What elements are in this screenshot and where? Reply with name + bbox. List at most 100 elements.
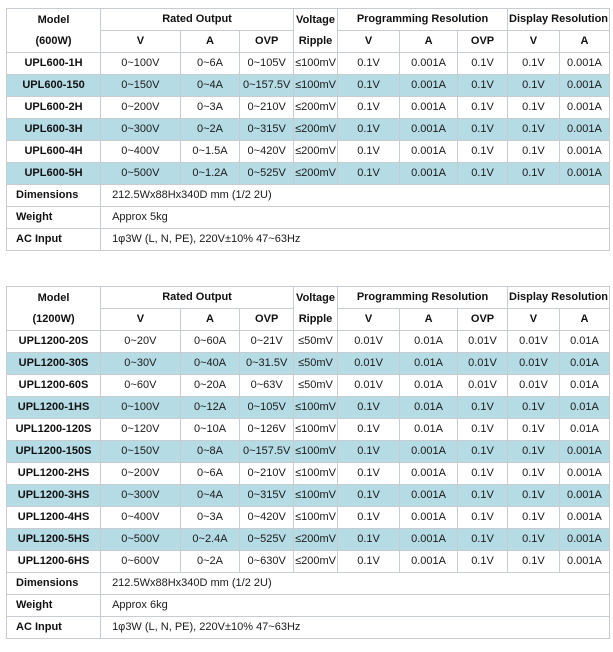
subheader-cell: A (179, 308, 241, 331)
table-header: Model (1200W) Rated Output Voltage Ripple Pro… (5, 286, 611, 331)
value-cell: 0.1V (337, 52, 401, 75)
value-cell: 0~420V (239, 506, 294, 529)
voltage-ripple-line1: Voltage (296, 13, 335, 26)
value-cell: 0.01A (399, 396, 458, 419)
value-cell: 0.1V (456, 462, 509, 485)
subheader-cell: V (337, 30, 401, 53)
value-cell: ≤100mV (292, 396, 339, 419)
voltage-ripple-line2: Ripple (298, 312, 333, 325)
subheader-cell: V (100, 30, 181, 53)
value-cell: 0.1V (456, 528, 509, 551)
value-cell: 0.1V (337, 550, 401, 573)
value-cell: 0.001A (399, 96, 458, 119)
value-cell: 0.01A (558, 352, 611, 375)
value-cell: 0.1V (337, 506, 401, 529)
subheader-row: V A OVP V A OVP V A (7, 308, 611, 331)
value-cell: 0.01A (399, 374, 458, 397)
value-cell: 0.1V (337, 462, 401, 485)
info-value-cell: 1φ3W (L, N, PE), 220V±10% 47~63Hz (100, 228, 610, 251)
value-cell: 0~6A (179, 462, 241, 485)
value-cell: 0.1V (337, 396, 401, 419)
value-cell: 0.01A (558, 374, 611, 397)
subheader-cell: OVP (239, 308, 294, 331)
value-cell: 0~210V (239, 96, 294, 119)
value-cell: 0.001A (399, 52, 458, 75)
value-cell: 0.1V (456, 506, 509, 529)
value-cell: 0~12A (179, 396, 241, 419)
value-cell: ≤200mV (292, 162, 339, 185)
voltage-ripple-line2: Ripple (298, 34, 333, 47)
value-cell: 0~200V (100, 462, 181, 485)
model-cell: UPL1200-30S (5, 352, 102, 375)
value-cell: 0.1V (507, 74, 560, 97)
value-cell: 0~1.2A (179, 162, 241, 185)
value-cell: 0.001A (558, 484, 611, 507)
table-row: UPL1200-2HS 0~200V 0~6A 0~210V ≤100mV 0.1V 0.0… (5, 462, 611, 485)
programming-resolution-header: Programming Resolution (337, 286, 509, 309)
value-cell: 0.1V (507, 396, 560, 419)
model-cell: UPL600-1H (5, 52, 102, 75)
value-cell: 0~6A (179, 52, 241, 75)
value-cell: 0.1V (456, 550, 509, 573)
subheader-cell: A (399, 30, 458, 53)
subheader-cell: A (558, 30, 611, 53)
value-cell: 0~315V (239, 118, 294, 141)
value-cell: 0.01A (399, 330, 458, 353)
spec-table-600w: Model (600W) Rated Output Voltage Ripple Prog… (5, 8, 611, 251)
model-cell: UPL1200-60S (5, 374, 102, 397)
value-cell: 0.01A (558, 396, 611, 419)
value-cell: 0~210V (239, 462, 294, 485)
subheader-cell: V (337, 308, 401, 331)
value-cell: 0~525V (239, 162, 294, 185)
info-label-cell: AC Input (5, 228, 102, 251)
value-cell: 0~4A (179, 74, 241, 97)
table-row: UPL1200-5HS 0~500V 0~2.4A 0~525V ≤200mV 0.1V 0… (5, 528, 611, 551)
info-row: Dimensions 212.5Wx88Hx340D mm (1/2 2U) (5, 184, 610, 207)
table-row: UPL1200-120S 0~120V 0~10A 0~126V ≤100mV 0.1V 0… (5, 418, 611, 441)
table-row: UPL1200-60S 0~60V 0~20A 0~63V ≤50mV 0.01V 0.01… (5, 374, 611, 397)
value-cell: 0.001A (399, 440, 458, 463)
value-cell: 0~60A (179, 330, 241, 353)
info-row: AC Input 1φ3W (L, N, PE), 220V±10% 47~63H… (5, 228, 610, 251)
value-cell: 0~300V (100, 118, 181, 141)
info-label-cell: Weight (5, 594, 102, 617)
value-cell: 0.001A (399, 550, 458, 573)
value-cell: 0.1V (456, 440, 509, 463)
table-header: Model (600W) Rated Output Voltage Ripple Prog… (5, 8, 611, 53)
value-cell: 0.01V (507, 374, 560, 397)
rated-output-header: Rated Output (100, 286, 294, 309)
value-cell: 0~157.5V (239, 440, 294, 463)
value-cell: 0.1V (507, 440, 560, 463)
value-cell: 0~420V (239, 140, 294, 163)
header-row: Model (1200W) Rated Output Voltage Ripple Pro… (5, 286, 610, 331)
model-cell: UPL600-4H (5, 140, 102, 163)
value-cell: 0.1V (507, 162, 560, 185)
value-cell: 0.01V (337, 352, 401, 375)
value-cell: 0.001A (399, 140, 458, 163)
value-cell: 0.001A (558, 528, 611, 551)
value-cell: 0.001A (399, 462, 458, 485)
info-label-cell: Dimensions (5, 184, 102, 207)
value-cell: 0~105V (239, 52, 294, 75)
subheader-cell: OVP (456, 30, 509, 53)
model-cell: UPL600-3H (5, 118, 102, 141)
value-cell: ≤100mV (292, 440, 339, 463)
value-cell: 0~60V (100, 374, 181, 397)
value-cell: 0~20A (179, 374, 241, 397)
model-cell: UPL1200-4HS (5, 506, 102, 529)
value-cell: ≤100mV (292, 484, 339, 507)
value-cell: 0~3A (179, 506, 241, 529)
subheader-cell: A (179, 30, 241, 53)
value-cell: 0.1V (507, 506, 560, 529)
value-cell: 0.1V (337, 418, 401, 441)
value-cell: 0~150V (100, 440, 181, 463)
value-cell: ≤100mV (292, 418, 339, 441)
value-cell: 0~31.5V (239, 352, 294, 375)
info-value-cell: 212.5Wx88Hx340D mm (1/2 2U) (100, 572, 610, 595)
value-cell: 0.001A (399, 74, 458, 97)
value-cell: 0.001A (558, 74, 611, 97)
value-cell: 0.1V (337, 440, 401, 463)
value-cell: 0.1V (507, 118, 560, 141)
value-cell: ≤50mV (292, 352, 339, 375)
value-cell: 0.01A (399, 418, 458, 441)
